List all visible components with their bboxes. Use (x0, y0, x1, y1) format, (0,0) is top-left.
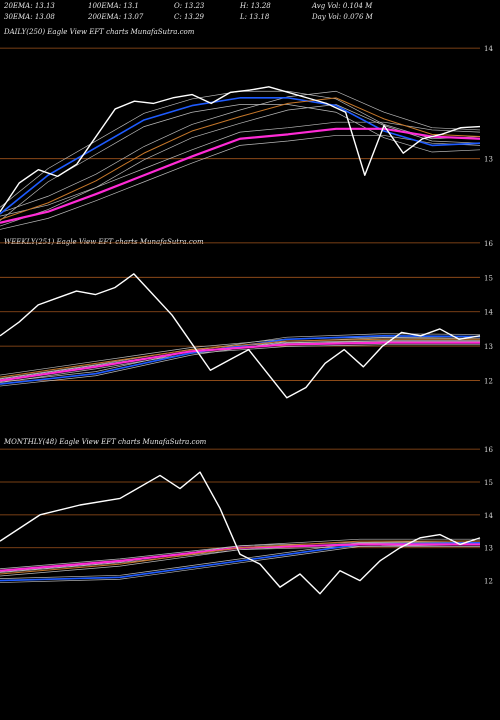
ema-band-line (0, 540, 481, 579)
header-avg-vol: Avg Vol: 0.104 M (311, 2, 373, 10)
panel-1: WEEKLY(251) Eagle View EFT charts Munafa… (0, 238, 493, 399)
header-20ema: 20EMA: 13.13 (3, 2, 55, 10)
tick-label: 16 (484, 446, 493, 454)
series-line-ema-orange (0, 338, 480, 378)
series-line-price (0, 471, 481, 595)
tick-label: 14 (484, 45, 493, 53)
series-line-ema-orange (0, 97, 481, 220)
header-low: L: 13.18 (239, 13, 270, 21)
ema-band-line (0, 135, 481, 230)
header-100ema: 100EMA: 13.1 (88, 2, 139, 10)
ema-band-line (0, 544, 481, 583)
tick-label: 14 (484, 309, 493, 317)
ema-band-line (0, 121, 481, 217)
ema-band-line (0, 336, 480, 376)
tick-label: 12 (484, 578, 493, 586)
panel-title: WEEKLY(251) Eagle View EFT charts Munafa… (4, 238, 204, 246)
series-line-ema-pink (0, 341, 480, 382)
ema-band-line (0, 104, 481, 221)
ema-band-line (0, 344, 480, 383)
ema-band-line (0, 90, 481, 214)
tick-label: 13 (484, 545, 493, 553)
tick-label: 16 (484, 240, 493, 248)
series-line-ema-blue (0, 335, 481, 385)
series-line-price (0, 273, 481, 399)
header-200ema: 200EMA: 13.07 (87, 13, 144, 21)
tick-label: 13 (484, 343, 493, 351)
ema-band-line (0, 538, 480, 573)
panel-2: MONTHLY(48) Eagle View EFT charts Munafa… (0, 438, 493, 595)
series-line-price (0, 86, 481, 213)
header-30ema: 30EMA: 13.08 (4, 13, 55, 21)
chart-panels: DAILY(250) Eagle View EFT charts MunafaS… (0, 28, 493, 595)
series-line-ema-orange (0, 540, 480, 575)
header-day-vol: Day Vol: 0.076 M (311, 13, 374, 21)
header-close: C: 13.29 (174, 13, 205, 21)
series-line-ema-blue (0, 97, 481, 215)
panel-title: DAILY(250) Eagle View EFT charts MunafaS… (3, 28, 195, 36)
tick-label: 12 (484, 378, 493, 386)
tick-label: 13 (484, 156, 493, 164)
header-high: H: 13.28 (239, 2, 271, 10)
header: 20EMA: 13.13 100EMA: 13.1 O: 13.23 H: 13… (3, 2, 374, 21)
tick-label: 15 (484, 479, 493, 487)
panel-0: DAILY(250) Eagle View EFT charts MunafaS… (0, 28, 493, 230)
series-line-ema-pink (0, 127, 481, 224)
header-open: O: 13.23 (174, 2, 205, 10)
tick-label: 15 (484, 274, 493, 282)
tick-label: 14 (484, 512, 493, 520)
panel-title: MONTHLY(48) Eagle View EFT charts Munafa… (3, 438, 207, 446)
